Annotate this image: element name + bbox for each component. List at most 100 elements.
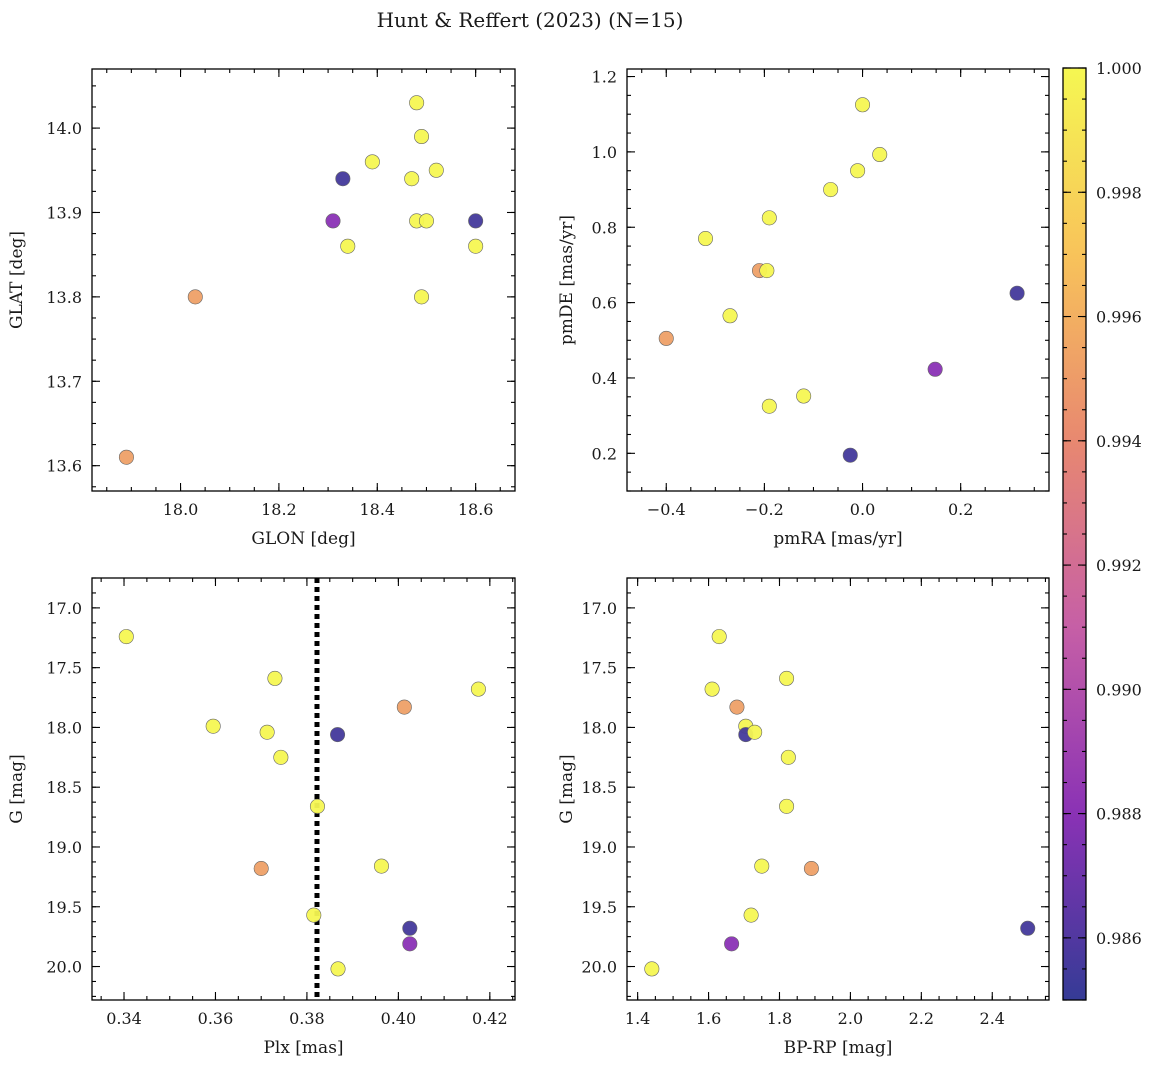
data-point xyxy=(253,860,269,876)
data-point xyxy=(704,681,720,697)
data-point xyxy=(779,798,795,814)
data-point xyxy=(698,231,714,247)
data-point xyxy=(118,449,134,465)
data-point xyxy=(711,629,727,645)
x-tick-label: 1.6 xyxy=(696,1009,721,1028)
data-point xyxy=(205,718,221,734)
y-tick-label: 19.5 xyxy=(581,898,617,917)
colorbar-tick-label: 0.990 xyxy=(1096,680,1142,699)
data-point xyxy=(373,858,389,874)
colorbar-gradient xyxy=(1063,68,1086,1000)
data-point xyxy=(761,398,777,414)
data-point xyxy=(872,147,888,163)
data-point xyxy=(418,213,434,229)
y-tick-label: 0.4 xyxy=(592,369,617,388)
colorbar-tick-label: 0.996 xyxy=(1096,308,1142,327)
colorbar-tick-label: 0.992 xyxy=(1096,556,1142,575)
data-point xyxy=(1020,920,1036,936)
data-point xyxy=(187,289,203,305)
x-tick-label: −0.4 xyxy=(647,500,686,519)
y-tick-label: 20.0 xyxy=(581,958,617,977)
colorbar-tick-label: 0.986 xyxy=(1096,929,1142,948)
data-point xyxy=(306,907,322,923)
data-point xyxy=(927,361,943,377)
data-point xyxy=(364,154,380,170)
data-point xyxy=(428,162,444,178)
y-tick-label: 13.6 xyxy=(46,457,82,476)
data-point xyxy=(404,171,420,187)
y-tick-label: 13.7 xyxy=(46,372,82,391)
data-point xyxy=(402,936,418,952)
data-point xyxy=(722,308,738,324)
scatter-panel-4: 1.4 1.6 1.8 2.0 2.2 2.4 17.0 17.5 18.0 18.5 19.0 19… xyxy=(557,577,1050,1058)
data-point xyxy=(780,749,796,765)
x-tick-label: 0.36 xyxy=(198,1009,234,1028)
y-tick-label: 0.6 xyxy=(592,294,617,313)
x-axis-label: pmRA [mas/yr] xyxy=(773,529,902,549)
y-tick-label: 20.0 xyxy=(46,958,82,977)
data-point xyxy=(470,681,486,697)
y-tick-label: 17.0 xyxy=(581,599,617,618)
data-point xyxy=(823,182,839,198)
x-tick-label: 0.34 xyxy=(106,1009,142,1028)
axes-frame xyxy=(91,577,516,1001)
y-tick-label: 1.0 xyxy=(592,143,617,162)
data-point xyxy=(743,907,759,923)
y-tick-label: 18.0 xyxy=(46,718,82,737)
y-tick-label: 19.5 xyxy=(46,898,82,917)
x-tick-label: 0.40 xyxy=(381,1009,417,1028)
y-tick-label: 17.0 xyxy=(46,599,82,618)
colorbar-frame xyxy=(1062,67,1087,1001)
colorbar-tick-label: 1.000 xyxy=(1096,59,1142,78)
x-tick-label: 1.4 xyxy=(625,1009,650,1028)
y-tick-label: 18.5 xyxy=(46,778,82,797)
scatter-panel-1: 18.0 18.2 18.4 18.6 13.6 13.7 13.8 13.9 14.0 GLON… xyxy=(7,68,516,549)
y-tick-label: 14.0 xyxy=(46,119,82,138)
x-tick-label: 18.6 xyxy=(458,500,494,519)
data-point xyxy=(754,858,770,874)
axes-frame xyxy=(91,68,516,492)
data-point xyxy=(747,724,763,740)
data-point xyxy=(259,724,275,740)
colorbar-tick-label: 0.994 xyxy=(1096,432,1142,451)
data-point xyxy=(658,330,674,346)
data-point xyxy=(414,289,430,305)
data-point xyxy=(330,727,346,743)
data-point xyxy=(273,749,289,765)
data-point xyxy=(1009,285,1025,301)
data-point xyxy=(729,699,745,715)
data-point xyxy=(409,95,425,111)
y-tick-label: 1.2 xyxy=(592,68,617,87)
x-tick-label: 2.2 xyxy=(909,1009,934,1028)
data-point xyxy=(118,629,134,645)
data-point xyxy=(842,447,858,463)
data-point xyxy=(468,238,484,254)
data-point xyxy=(414,129,430,145)
x-axis-label: GLON [deg] xyxy=(251,529,355,549)
data-point xyxy=(325,213,341,229)
y-tick-label: 0.2 xyxy=(592,444,617,463)
x-tick-label: 0.38 xyxy=(289,1009,325,1028)
data-point xyxy=(724,936,740,952)
x-tick-label: 1.8 xyxy=(767,1009,792,1028)
x-tick-label: 18.0 xyxy=(163,500,199,519)
data-point xyxy=(335,171,351,187)
axes-frame xyxy=(626,577,1050,1001)
data-point xyxy=(267,670,283,686)
data-point xyxy=(855,97,871,113)
x-tick-label: 2.4 xyxy=(980,1009,1005,1028)
data-point xyxy=(644,961,660,977)
data-point xyxy=(796,388,812,404)
x-tick-label: 0.42 xyxy=(472,1009,508,1028)
y-tick-label: 19.0 xyxy=(46,838,82,857)
x-axis-label: BP-RP [mag] xyxy=(784,1038,893,1058)
data-point xyxy=(761,210,777,226)
x-tick-label: 0.2 xyxy=(948,500,973,519)
data-point xyxy=(330,961,346,977)
y-axis-label: pmDE [mas/yr] xyxy=(557,215,577,345)
data-point xyxy=(850,163,866,179)
y-axis-label: G [mag] xyxy=(7,754,27,823)
colorbar-tick-label: 0.998 xyxy=(1096,183,1142,202)
x-tick-label: 18.2 xyxy=(261,500,297,519)
